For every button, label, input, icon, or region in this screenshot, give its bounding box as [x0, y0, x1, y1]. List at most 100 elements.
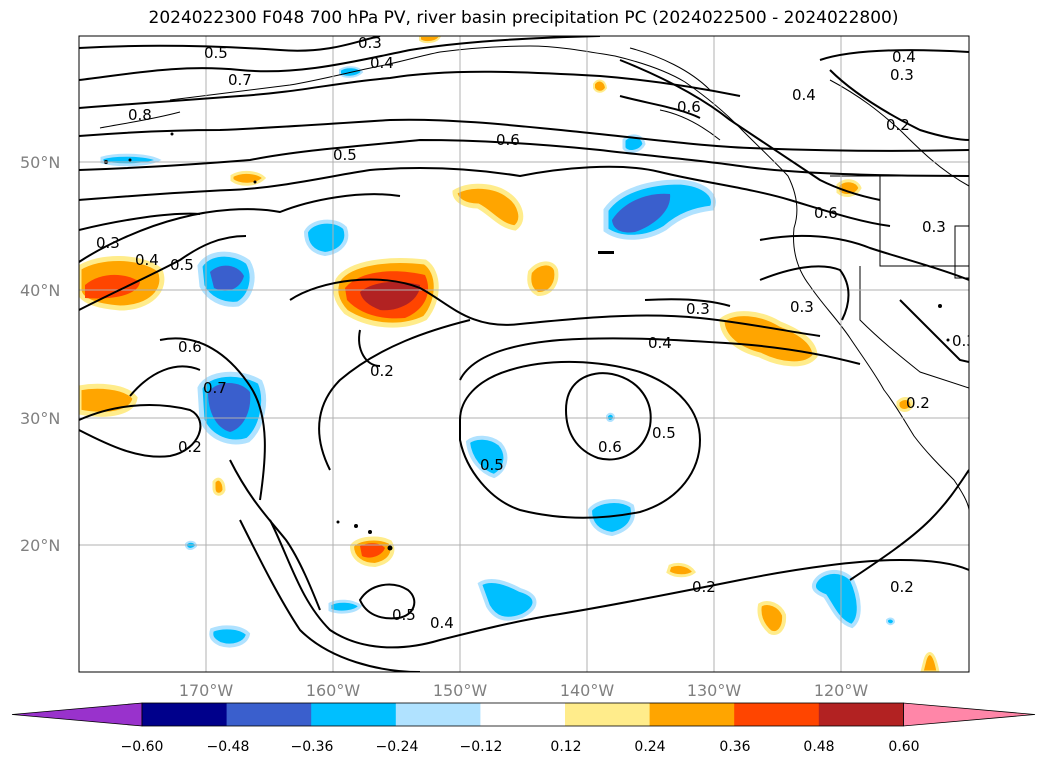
precip-shading — [79, 36, 940, 672]
contour-label: 0.4 — [792, 86, 816, 104]
lon-label: 170°W — [179, 681, 234, 700]
colorbar-tick: 0.48 — [803, 739, 834, 755]
contour-label: 0.4 — [892, 48, 916, 66]
precip-blob-negative — [622, 134, 646, 153]
precip-blob-negative — [303, 219, 349, 257]
contour-label: 0.4 — [648, 334, 672, 352]
contour-label: 0.4 — [430, 614, 454, 632]
precip-blob-positive — [920, 652, 940, 672]
precip-blob-positive — [593, 79, 608, 93]
precip-blob-negative — [886, 617, 896, 626]
colorbar: −0.60 −0.48 −0.36 −0.24 −0.12 0.12 0.24 … — [11, 702, 1036, 755]
colorbar-tick: −0.48 — [207, 739, 250, 755]
colorbar-segment — [226, 703, 312, 726]
colorbar-tick: −0.36 — [291, 739, 334, 755]
colorbar-tick: 0.24 — [634, 739, 665, 755]
lon-label: 120°W — [814, 681, 869, 700]
contour-label: 0.3 — [922, 218, 946, 236]
colorbar-ticks: −0.60 −0.48 −0.36 −0.24 −0.12 0.12 0.24 … — [121, 739, 920, 755]
contour-label: 0.5 — [652, 424, 676, 442]
colorbar-segment — [818, 703, 904, 726]
colorbar-tick: −0.12 — [460, 739, 503, 755]
precip-blob-negative-strong — [612, 193, 671, 233]
pv-contours — [79, 36, 969, 672]
map-title: 2024022300 F048 700 hPa PV, river basin … — [148, 8, 899, 28]
colorbar-tick: −0.60 — [121, 739, 164, 755]
contour-label: 0.3 — [96, 234, 120, 252]
contour-label: 0.5 — [333, 146, 357, 164]
colorbar-outline — [141, 702, 904, 727]
contour-label: 0.5 — [480, 456, 504, 474]
colorbar-segments — [11, 702, 1036, 727]
lon-label: 150°W — [433, 681, 488, 700]
colorbar-extend-min — [11, 702, 143, 727]
colorbar-segment — [565, 703, 651, 726]
precip-blob-negative-strong — [208, 383, 251, 432]
islands — [104, 132, 950, 551]
precip-blob-positive — [719, 311, 818, 367]
colorbar-segment — [142, 703, 228, 726]
lon-label: 140°W — [560, 681, 615, 700]
lat-label: 20°N — [20, 536, 60, 555]
lon-label: 160°W — [306, 681, 361, 700]
colorbar-segment — [649, 703, 735, 726]
colorbar-segment — [734, 703, 820, 726]
contour-label: 0.5 — [170, 256, 194, 274]
precip-blob-positive — [212, 477, 226, 496]
contour-label: 0.3 — [952, 332, 976, 350]
precip-blob-positive — [757, 601, 787, 635]
precip-blob-very-strong — [360, 281, 420, 311]
contour-label: 0.5 — [392, 606, 416, 624]
contour-label: 0.3 — [890, 66, 914, 84]
colorbar-tick: 0.60 — [888, 739, 919, 755]
colorbar-tick: 0.36 — [719, 739, 750, 755]
contour-label: 0.8 — [128, 106, 152, 124]
colorbar-segment — [311, 703, 397, 726]
latitude-axis: 50°N 40°N 30°N 20°N — [20, 153, 60, 555]
map-field: 0.5 0.7 0.8 0.3 0.4 0.6 0.5 0.2 0.3 0.4 … — [79, 36, 976, 672]
contour-label: 0.6 — [814, 204, 838, 222]
contour-label: 0.3 — [686, 300, 710, 318]
coastlines — [99, 45, 969, 511]
precip-blob-positive — [666, 562, 696, 578]
colorbar-extend-max — [903, 702, 1036, 727]
colorbar-tick: −0.24 — [376, 739, 419, 755]
colorbar-segment — [480, 703, 566, 726]
colorbar-tick: 0.12 — [550, 739, 581, 755]
contour-label: 0.3 — [790, 298, 814, 316]
contour-label: 0.4 — [370, 54, 394, 72]
precip-blob-strong — [85, 274, 140, 299]
precip-blob-strong — [360, 543, 385, 558]
precip-blob-positive — [452, 183, 524, 231]
contour-label: 0.6 — [598, 438, 622, 456]
contour-label: 0.2 — [906, 394, 930, 412]
precip-blob-negative-strong — [210, 265, 244, 291]
precip-blob-negative — [209, 625, 251, 648]
precip-blob-negative — [587, 499, 635, 537]
lat-label: 40°N — [20, 281, 60, 300]
map-frame — [78, 35, 970, 673]
lat-label: 50°N — [20, 153, 60, 172]
contour-label: 0.2 — [692, 578, 716, 596]
precip-blob-positive — [836, 179, 862, 197]
precip-blob-positive — [230, 170, 267, 186]
contour-label: 0.5 — [204, 44, 228, 62]
precip-blob-positive — [527, 261, 559, 297]
contour-label: 0.2 — [178, 438, 202, 456]
precip-blob-negative — [328, 599, 363, 614]
contour-label: 0.6 — [496, 131, 520, 149]
precip-blob-positive — [896, 397, 914, 412]
contour-label: 0.4 — [135, 251, 159, 269]
contour-label: 0.2 — [370, 362, 394, 380]
gridlines — [79, 36, 969, 672]
contour-label-group: 0.5 0.7 0.8 0.3 0.4 0.6 0.5 0.2 0.3 0.4 … — [96, 36, 976, 632]
lat-label: 30°N — [20, 409, 60, 428]
precip-blob-negative — [465, 435, 508, 479]
precip-blob-negative — [606, 412, 616, 422]
lon-label: 130°W — [687, 681, 742, 700]
contour-label: 0.7 — [228, 71, 252, 89]
longitude-axis: 170°W 160°W 150°W 140°W 130°W 120°W — [179, 681, 869, 700]
precip-blob-negative — [477, 579, 537, 621]
contour-label: 0.2 — [890, 578, 914, 596]
